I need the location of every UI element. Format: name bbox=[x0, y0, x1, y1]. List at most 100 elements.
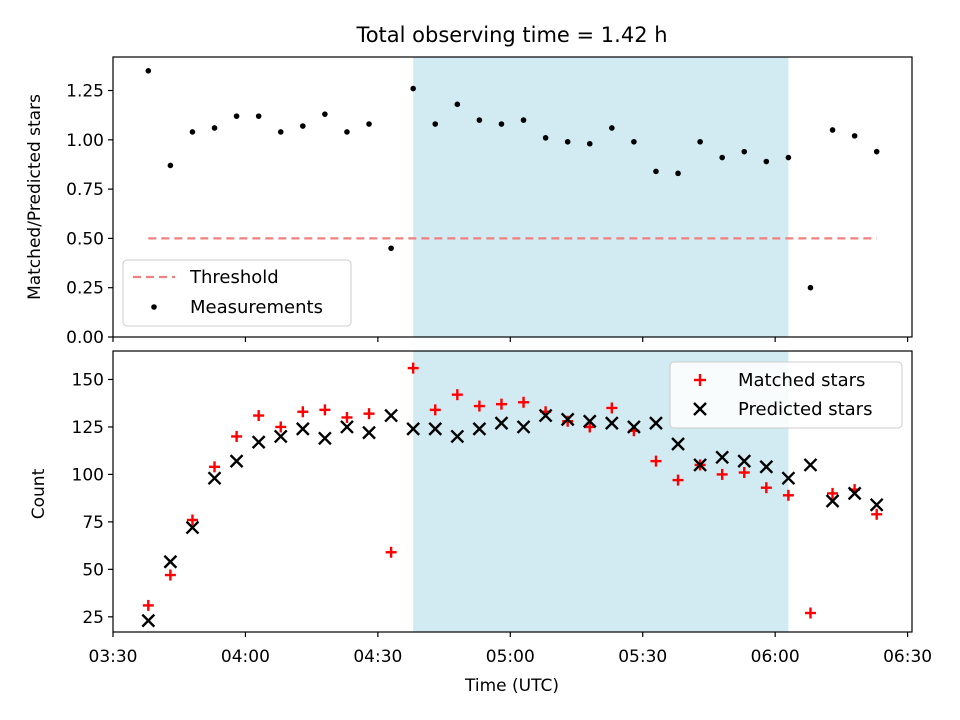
measurement-point bbox=[344, 129, 350, 135]
predicted-star-stroke-b bbox=[582, 414, 597, 429]
matched-star-point bbox=[451, 389, 463, 401]
measurements-series bbox=[145, 68, 880, 291]
measurement-point bbox=[807, 284, 814, 291]
measurement-point bbox=[741, 148, 748, 155]
measurement-point bbox=[476, 117, 483, 123]
predicted-star-point bbox=[428, 421, 443, 436]
predicted-star-point bbox=[472, 421, 487, 436]
predicted-star-point bbox=[494, 416, 509, 430]
measurement-point bbox=[564, 138, 571, 145]
measurement-point bbox=[167, 162, 174, 169]
bottom-y-tick-label: 100 bbox=[72, 465, 104, 485]
bottom-y-tick-label: 25 bbox=[82, 608, 104, 628]
measurement-point bbox=[785, 154, 792, 161]
predicted-star-stroke-b bbox=[715, 450, 730, 465]
matched-star-point bbox=[209, 461, 221, 473]
x-tick-label: 05:30 bbox=[618, 647, 667, 667]
predicted-star-stroke-b bbox=[450, 429, 465, 444]
top-highlight-span bbox=[413, 57, 789, 337]
bottom-y-tick-label: 125 bbox=[72, 418, 104, 438]
measurement-point bbox=[586, 140, 593, 147]
matched-star-point bbox=[672, 474, 684, 486]
matched-star-point bbox=[562, 415, 574, 427]
predicted-star-point bbox=[825, 494, 840, 508]
predicted-star-point bbox=[649, 416, 663, 430]
measurement-point bbox=[300, 123, 306, 129]
x-tick-label: 04:00 bbox=[221, 647, 270, 667]
predicted-star-stroke-b bbox=[251, 435, 266, 449]
predicted-stars-legend-label: Predicted stars bbox=[738, 399, 872, 420]
x-axis-label: Time (UTC) bbox=[464, 676, 559, 696]
matched-star-point bbox=[429, 404, 441, 416]
predicted-star-stroke-b bbox=[273, 429, 288, 444]
predicted-star-point bbox=[229, 454, 244, 468]
measurement-point bbox=[631, 138, 637, 145]
measurement-point bbox=[542, 135, 549, 141]
measurement-point bbox=[454, 101, 461, 108]
matched-star-point bbox=[407, 362, 419, 374]
predicted-star-stroke-b bbox=[604, 416, 619, 430]
measurement-point bbox=[719, 154, 725, 161]
predicted-star-point bbox=[538, 408, 553, 423]
bottom-plot-frame bbox=[112, 350, 913, 633]
measurement-point bbox=[255, 113, 262, 119]
measurement-point bbox=[233, 113, 240, 119]
matched-star-point bbox=[186, 514, 198, 526]
measurement-point bbox=[277, 129, 284, 135]
measurements-legend-label: Measurements bbox=[190, 297, 323, 318]
predicted-star-stroke-b bbox=[538, 408, 553, 423]
top-y-tick-label: 1.25 bbox=[66, 82, 104, 102]
matched-star-point bbox=[827, 487, 839, 499]
predicted-star-point bbox=[869, 497, 884, 512]
predicted-star-point bbox=[715, 450, 730, 465]
matched-star-point bbox=[584, 421, 596, 433]
top-y-tick-label: 0.25 bbox=[66, 279, 104, 299]
predicted-star-point bbox=[847, 486, 862, 501]
predicted-star-stroke-b bbox=[737, 454, 752, 468]
matched-star-point bbox=[804, 607, 816, 619]
predicted-star-point bbox=[362, 425, 376, 440]
predicted-star-point bbox=[406, 421, 421, 436]
matched-star-point bbox=[319, 404, 331, 416]
top-y-tick-label: 0.50 bbox=[66, 229, 104, 249]
matched-star-point bbox=[760, 482, 772, 494]
matched-star-point bbox=[495, 398, 507, 410]
predicted-star-stroke-b bbox=[847, 486, 862, 501]
predicted-star-stroke-b bbox=[693, 458, 707, 472]
predicted-star-point bbox=[627, 420, 641, 434]
x-tick-label: 06:30 bbox=[883, 647, 932, 667]
matched-star-point bbox=[275, 421, 287, 433]
matched-star-point bbox=[650, 455, 662, 467]
predicted-star-stroke-b bbox=[340, 420, 354, 434]
predicted-star-point bbox=[340, 420, 354, 434]
predicted-star-stroke-b bbox=[318, 431, 332, 446]
matched-star-point bbox=[738, 467, 750, 479]
predicted-star-stroke-b bbox=[163, 554, 178, 569]
measurement-point bbox=[763, 158, 770, 165]
measurement-point bbox=[520, 117, 527, 123]
predicted-star-stroke-b bbox=[229, 454, 244, 468]
predicted-star-stroke-b bbox=[295, 421, 310, 436]
predicted-star-point bbox=[693, 458, 707, 472]
predicted-star-point bbox=[737, 454, 752, 468]
matched-star-point bbox=[142, 599, 154, 611]
predicted-star-point bbox=[671, 437, 685, 451]
bottom-y-axis-label: Count bbox=[29, 468, 49, 519]
matched-star-point bbox=[253, 410, 265, 422]
matched-star-point bbox=[782, 489, 794, 501]
top-y-tick-label: 1.00 bbox=[66, 131, 104, 151]
predicted-star-stroke-b bbox=[207, 471, 222, 486]
x-tick-label: 04:30 bbox=[353, 647, 402, 667]
matched-stars-legend-label: Matched stars bbox=[738, 370, 865, 391]
predicted-star-point bbox=[141, 613, 156, 628]
predicted-star-stroke-b bbox=[406, 421, 421, 436]
matched-stars-legend-swatch bbox=[694, 374, 706, 386]
predicted-star-stroke-b bbox=[560, 412, 575, 427]
predicted-star-point bbox=[207, 471, 222, 486]
predicted-stars-legend-swatch bbox=[693, 402, 707, 416]
matched-star-point bbox=[341, 411, 353, 423]
predicted-star-point bbox=[516, 420, 531, 434]
predicted-stars-series bbox=[141, 408, 884, 628]
matched-star-point bbox=[164, 569, 176, 581]
bottom-y-tick-label: 150 bbox=[72, 370, 104, 390]
